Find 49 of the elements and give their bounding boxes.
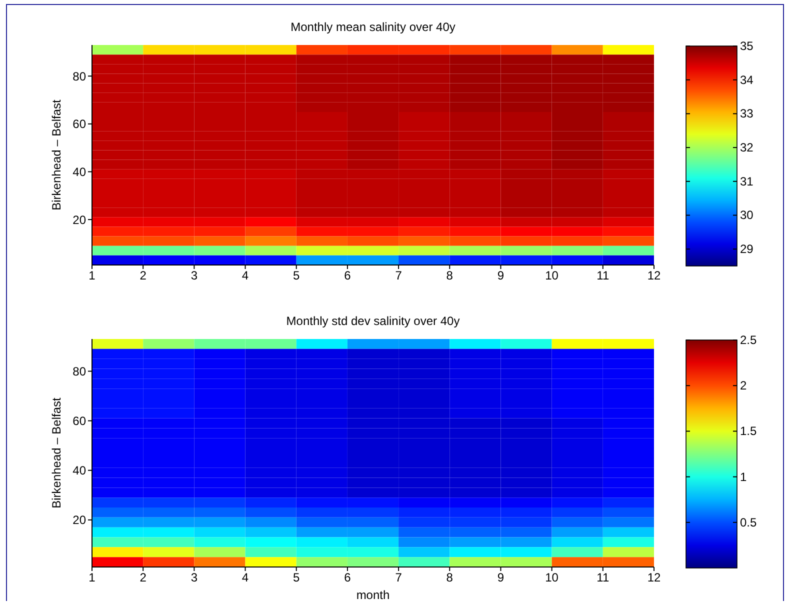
x-tick-label: 4 (242, 268, 249, 283)
y-tick-label: 60 (72, 414, 86, 428)
x-tick-label: 12 (647, 570, 661, 585)
x-axis-title: month (356, 588, 390, 602)
chart-title: Monthly mean salinity over 40y (290, 20, 456, 34)
color-bar-label: 2 (740, 378, 747, 393)
x-tick-label: 9 (497, 570, 504, 585)
color-bar-label: 29 (740, 242, 754, 256)
y-tick-label: 20 (72, 513, 86, 528)
color-bar-label: 31 (740, 174, 754, 188)
x-tick-label: 11 (596, 268, 610, 283)
y-axis-title: Birkenhead – Belfast (49, 98, 64, 210)
x-tick-label: 2 (140, 268, 147, 283)
chart-title: Monthly std dev salinity over 40y (285, 314, 461, 328)
color-bar-label: 33 (740, 106, 754, 121)
x-tick-label: 8 (446, 570, 454, 585)
x-tick-label: 1 (88, 268, 96, 283)
x-tick-label: 5 (293, 268, 300, 283)
x-tick-label: 8 (446, 268, 454, 283)
y-tick-label: 80 (72, 69, 86, 84)
y-axis-title: Birkenhead – Belfast (49, 396, 64, 508)
y-tick-label: 60 (72, 117, 86, 132)
y-tick-label: 40 (72, 464, 86, 478)
x-tick-label: 6 (344, 268, 352, 283)
x-tick-label: 4 (242, 570, 249, 585)
y-tick-label: 40 (72, 165, 86, 179)
x-tick-label: 3 (190, 268, 198, 283)
color-bar-label: 30 (740, 208, 754, 222)
color-bar-label: 32 (740, 140, 754, 155)
x-tick-label: 10 (545, 570, 559, 585)
x-tick-label: 5 (293, 570, 300, 585)
color-bar-label: 35 (740, 39, 754, 53)
y-tick-label: 20 (72, 212, 86, 227)
color-bar-label: 1 (740, 470, 747, 484)
x-tick-label: 1 (88, 570, 96, 585)
x-tick-label: 12 (647, 268, 661, 283)
x-tick-label: 2 (140, 570, 147, 585)
x-tick-label: 6 (344, 570, 352, 585)
x-tick-label: 7 (395, 570, 402, 585)
y-tick-label: 80 (72, 364, 86, 378)
x-tick-label: 9 (497, 268, 504, 283)
color-bar-label: 34 (740, 72, 754, 87)
x-tick-label: 10 (545, 268, 559, 283)
x-tick-label: 11 (596, 570, 610, 585)
color-bar-label: 2.5 (740, 333, 758, 347)
x-tick-label: 3 (190, 570, 198, 585)
color-bar-label: 1.5 (740, 424, 758, 438)
color-bar-label: 0.5 (740, 515, 758, 530)
x-tick-label: 7 (395, 268, 402, 283)
